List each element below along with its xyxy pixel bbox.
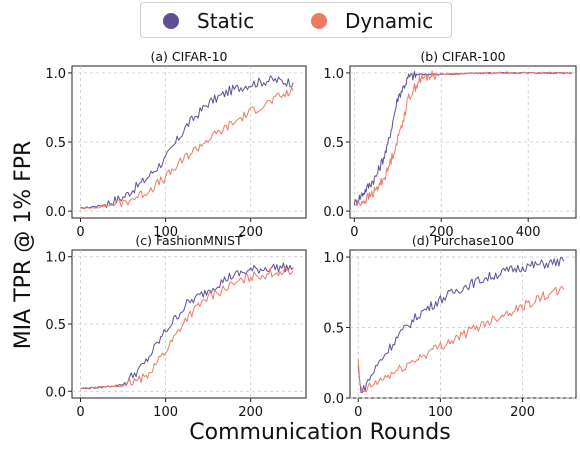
x-tick-label: 200 [238,405,263,420]
y-tick-label: 0.0 [323,205,344,220]
subplot-2: 0 200 400 0.0 0.5 1.0 (b) CIFAR-100 [323,49,577,240]
subplot-title: (b) CIFAR-100 [420,49,505,64]
y-tick-label: 0.0 [323,392,344,407]
y-tick-label: 0.0 [45,205,66,220]
x-tick-label: 100 [153,405,178,420]
x-tick-label: 0 [76,405,84,420]
x-tick-label: 200 [510,405,535,420]
series-line-dynamic [357,286,565,393]
legend-marker-static [163,13,179,29]
x-tick-label: 100 [428,405,453,420]
y-tick-label: 0.0 [45,385,66,400]
y-tick-label: 1.0 [45,251,66,266]
y-tick-label: 1.0 [323,251,344,266]
legend-label-static: Static [197,9,255,33]
y-tick-label: 0.5 [45,318,66,333]
x-tick-label: 0 [76,225,84,240]
series-line-dynamic [353,70,573,207]
y-axis-label: MIA TPR @ 1% FPR [11,141,36,350]
x-tick-label: 100 [153,225,178,240]
series-line-static [80,262,294,390]
y-tick-label: 0.5 [45,136,66,151]
y-tick-label: 0.5 [323,136,344,151]
x-axis-label: Communication Rounds [189,420,451,445]
series-line-static [357,257,565,393]
series-line-dynamic [80,266,294,390]
legend-item-dynamic: Dynamic [311,9,433,33]
subplot-1: 0 100 200 0.0 0.5 1.0 (a) CIFAR-10 [45,49,307,240]
x-tick-label: 400 [516,225,541,240]
y-axis-label-text: MIA TPR @ 1% FPR [11,141,36,350]
subplot-4: 0 100 200 0.0 0.5 1.0 (d) Purchase100 [323,233,577,420]
x-tick-label: 200 [429,225,454,240]
subplot-title: (a) CIFAR-10 [151,49,228,64]
subplot-3: 0 100 200 0.0 0.5 1.0 (c) FashionMNIST [45,233,307,420]
legend-label-dynamic: Dynamic [345,9,434,33]
subplot-title: (c) FashionMNIST [135,233,243,248]
legend-item-static: Static [163,9,254,33]
y-tick-label: 1.0 [45,67,66,82]
subplot-title: (d) Purchase100 [412,233,514,248]
x-tick-label: 0 [350,225,358,240]
legend: Static Dynamic [140,2,452,38]
x-tick-label: 0 [354,405,362,420]
legend-marker-dynamic [311,13,327,29]
x-tick-label: 200 [238,225,263,240]
y-tick-label: 0.5 [323,322,344,337]
plot-area [349,249,577,399]
series-line-dynamic [80,86,294,210]
y-tick-label: 1.0 [323,67,344,82]
